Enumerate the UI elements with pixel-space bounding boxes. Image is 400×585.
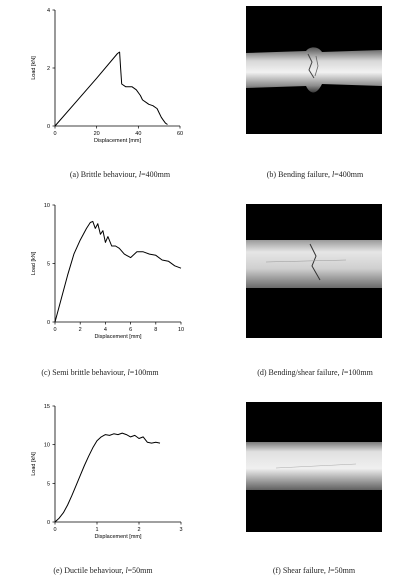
x-tick-label: 6 xyxy=(129,327,132,333)
x-tick-label: 0 xyxy=(53,131,56,137)
x-tick-label: 2 xyxy=(137,527,140,533)
y-tick-label: 2 xyxy=(47,66,50,72)
x-tick-label: 8 xyxy=(154,327,157,333)
photo-shear-failure xyxy=(246,402,382,532)
beam-photo-f xyxy=(246,402,382,532)
x-axis-label: Displacement [mm] xyxy=(94,334,142,340)
y-tick-label: 5 xyxy=(47,262,50,268)
load-displacement-line xyxy=(54,432,161,523)
y-tick-label: 5 xyxy=(47,481,50,487)
beam-photo-b xyxy=(246,6,382,134)
caption-b: (b) Bending failure, l=400mm xyxy=(266,170,364,179)
chart-ductile: 0 1 2 3 0 5 10 15 Displacement [mm] Load [kN] xyxy=(31,404,183,540)
y-tick-label: 15 xyxy=(44,404,50,410)
photo-bending-shear-failure xyxy=(246,204,382,338)
load-displacement-line xyxy=(54,51,168,127)
x-tick-label: 4 xyxy=(104,327,107,333)
x-tick-label: 20 xyxy=(94,131,100,137)
y-tick-label: 0 xyxy=(47,520,50,526)
chart-brittle: 0 20 40 60 0 2 4 Displacement [mm] Load [kN] xyxy=(31,8,183,144)
x-tick-label: 0 xyxy=(53,527,56,533)
chart-semi-brittle: 0 2 4 6 8 10 0 5 10 Displacement [mm] Load [kN] xyxy=(31,203,184,340)
x-axis-label: Displacement [mm] xyxy=(94,138,142,144)
y-tick-label: 0 xyxy=(47,320,50,326)
caption-f: (f) Shear failure, l=50mm xyxy=(272,566,356,575)
caption-d: (d) Bending/shear failure, l=100mm xyxy=(257,368,373,377)
y-axis-label: Load [kN] xyxy=(31,452,37,476)
load-displacement-line xyxy=(54,220,182,323)
caption-a: (a) Brittle behaviour, l=400mm xyxy=(69,170,171,179)
x-tick-label: 60 xyxy=(177,131,183,137)
y-tick-label: 4 xyxy=(47,8,50,14)
y-axis-label: Load [kN] xyxy=(31,56,37,80)
x-tick-label: 10 xyxy=(178,327,184,333)
caption-e: (e) Ductile behaviour, l=50mm xyxy=(53,566,153,575)
x-tick-label: 3 xyxy=(179,527,182,533)
caption-c: (c) Semi brittle behaviour, l=100mm xyxy=(41,368,159,377)
y-tick-label: 0 xyxy=(47,124,50,130)
y-axis-label: Load [kN] xyxy=(31,251,37,275)
y-tick-label: 10 xyxy=(44,443,50,449)
photo-bending-failure xyxy=(246,6,382,134)
x-tick-label: 2 xyxy=(79,327,82,333)
x-tick-label: 1 xyxy=(95,527,98,533)
beam-photo-d xyxy=(246,204,382,338)
y-tick-label: 10 xyxy=(44,203,50,209)
x-axis-label: Displacement [mm] xyxy=(94,534,142,540)
x-tick-label: 40 xyxy=(135,131,141,137)
x-tick-label: 0 xyxy=(53,327,56,333)
